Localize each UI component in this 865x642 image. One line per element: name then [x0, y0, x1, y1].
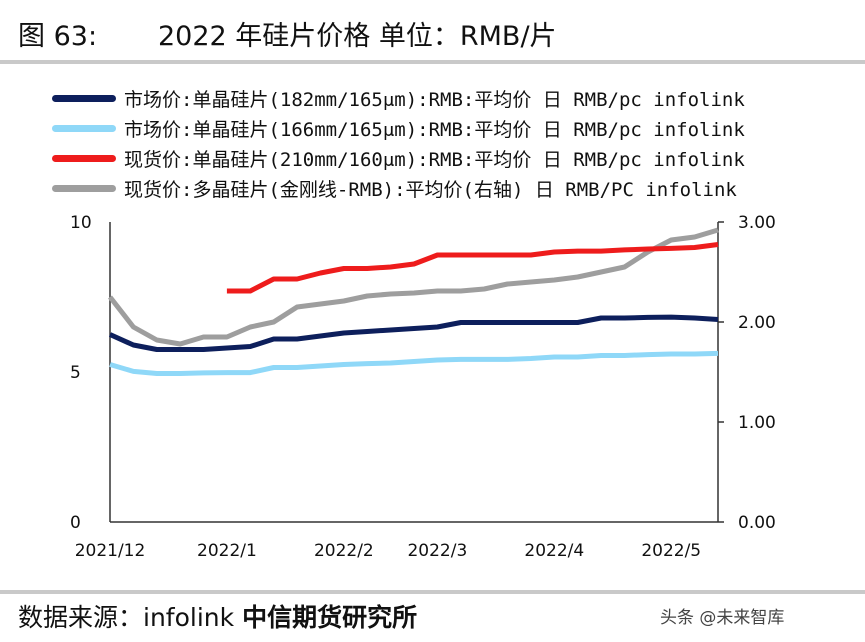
legend-swatch-210mm — [52, 155, 116, 162]
x-tick-label: 2022/5 — [641, 541, 701, 561]
right-tick-label: 2.00 — [738, 313, 776, 333]
watermark: 头条 @未来智库 — [660, 608, 785, 628]
left-tick-label: 10 — [70, 213, 92, 233]
x-tick-label: 2021/12 — [75, 541, 146, 561]
left-tick-label: 0 — [70, 513, 81, 533]
bottom-divider — [0, 590, 865, 594]
legend-swatch-166mm — [52, 125, 116, 132]
x-tick-label: 2022/3 — [407, 541, 467, 561]
series-line-3 — [108, 227, 719, 347]
source-note: 数据来源：infolink 中信期货研究所 — [18, 598, 417, 634]
x-tick-label: 2022/1 — [197, 541, 257, 561]
legend-swatch-multi — [52, 185, 116, 192]
chart-title: 2022 年硅片价格 单位：RMB/片 — [158, 21, 557, 52]
source-org: 中信期货研究所 — [242, 603, 418, 632]
series-line-0 — [108, 314, 719, 352]
x-tick-label: 2022/2 — [314, 541, 374, 561]
legend-swatch-182mm — [52, 95, 116, 102]
line-chart: 0 5 10 0.00 1.00 2.00 3.00 2021/12 2022/1 2022/2 2… — [70, 213, 776, 561]
legend-label: 市场价:单晶硅片(166mm/165μm):RMB:平均价 日 RMB/pc i… — [124, 119, 745, 141]
x-tick-label: 2022/4 — [524, 541, 584, 561]
right-tick-label: 3.00 — [738, 213, 776, 233]
right-tick-label: 0.00 — [738, 513, 776, 533]
series-line-1 — [109, 350, 719, 376]
left-tick-label: 5 — [70, 363, 81, 383]
right-tick-label: 1.00 — [738, 413, 776, 433]
series-line-2 — [226, 242, 719, 294]
legend-label: 现货价:多晶硅片(金刚线-RMB):平均价(右轴) 日 RMB/PC infol… — [124, 179, 737, 201]
figure-header: 图 63: 2022 年硅片价格 单位：RMB/片 — [0, 0, 865, 58]
source-prefix: 数据来源：infolink — [18, 603, 235, 632]
legend-label: 市场价:单晶硅片(182mm/165μm):RMB:平均价 日 RMB/pc i… — [124, 89, 745, 111]
figure-label: 图 63: — [18, 21, 98, 52]
legend-label: 现货价:单晶硅片(210mm/160μm):RMB:平均价 日 RMB/pc i… — [124, 149, 745, 171]
top-divider — [0, 60, 865, 64]
